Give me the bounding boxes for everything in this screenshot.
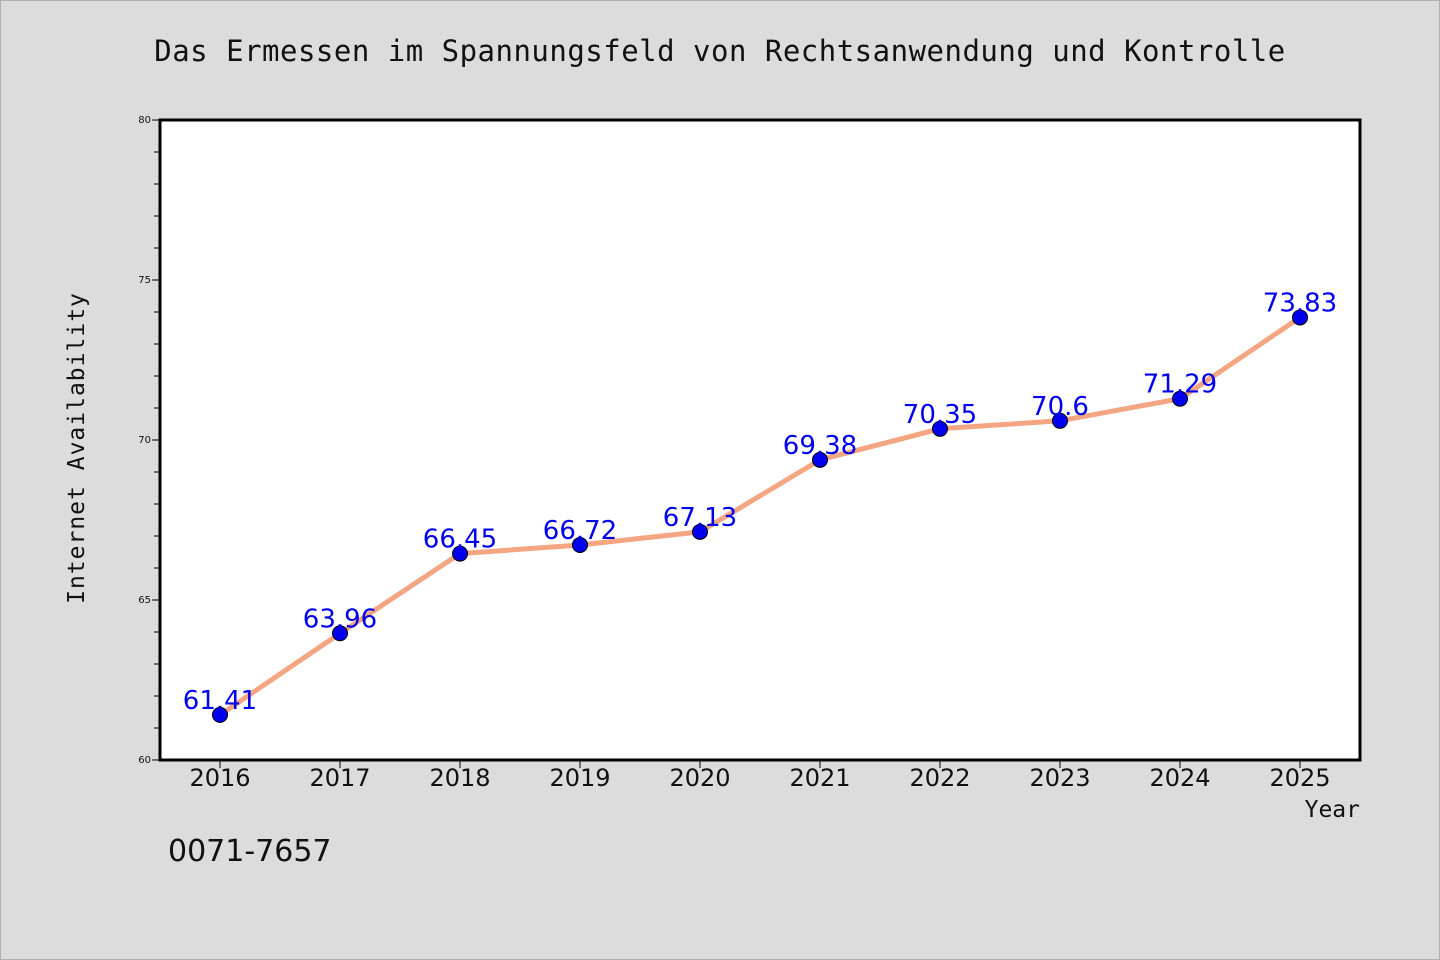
x-tick-label: 2025 [1269, 764, 1330, 792]
data-label: 70.35 [903, 400, 977, 430]
y-tick-label: 80 [138, 115, 151, 126]
data-labels: 61.41 63.96 66.45 66.72 67.13 69.38 70.35 70.6 7… [183, 288, 1337, 715]
data-point [212, 706, 228, 723]
series-line [217, 314, 1303, 718]
x-tick-label: 2019 [549, 764, 610, 792]
data-point [1172, 390, 1188, 407]
y-tick-label: 65 [138, 595, 151, 606]
x-tick-label: 2016 [189, 764, 250, 792]
data-point [332, 625, 348, 642]
data-point [1292, 309, 1308, 326]
data-point [932, 420, 948, 437]
y-tick-label: 60 [138, 755, 151, 766]
data-label: 66.45 [423, 525, 497, 555]
x-tick-label: 2022 [909, 764, 970, 792]
data-label: 73.83 [1263, 288, 1337, 318]
data-label: 61.41 [183, 686, 257, 716]
chart-title: Das Ermessen im Spannungsfeld von Rechts… [154, 34, 1286, 68]
data-point [452, 545, 468, 562]
y-tick-label: 70 [138, 435, 151, 446]
data-point [1052, 412, 1068, 429]
data-label: 66.72 [543, 516, 617, 546]
data-point [692, 523, 708, 540]
x-tick-label: 2018 [429, 764, 490, 792]
x-axis: 2016 2017 2018 2019 2020 2021 2022 2023 2024 2025 [189, 760, 1331, 792]
plot-area [158, 118, 1362, 762]
data-point [812, 451, 828, 468]
x-tick-label: 2021 [789, 764, 850, 792]
x-tick-label: 2017 [309, 764, 370, 792]
y-axis: 60 65 70 75 80 [138, 115, 160, 766]
footnote-code: 0071-7657 [168, 834, 332, 869]
y-tick-label: 75 [138, 275, 151, 286]
series-markers [212, 309, 1308, 723]
data-label: 71.29 [1143, 370, 1217, 400]
data-label: 70.6 [1031, 392, 1089, 422]
data-label: 69.38 [783, 431, 857, 461]
x-tick-label: 2024 [1149, 764, 1210, 792]
data-label: 67.13 [663, 503, 737, 533]
x-tick-label: 2023 [1029, 764, 1090, 792]
x-axis-title: Year [1304, 797, 1360, 823]
data-point [572, 536, 588, 553]
data-label: 63.96 [303, 604, 377, 634]
x-tick-label: 2020 [669, 764, 730, 792]
